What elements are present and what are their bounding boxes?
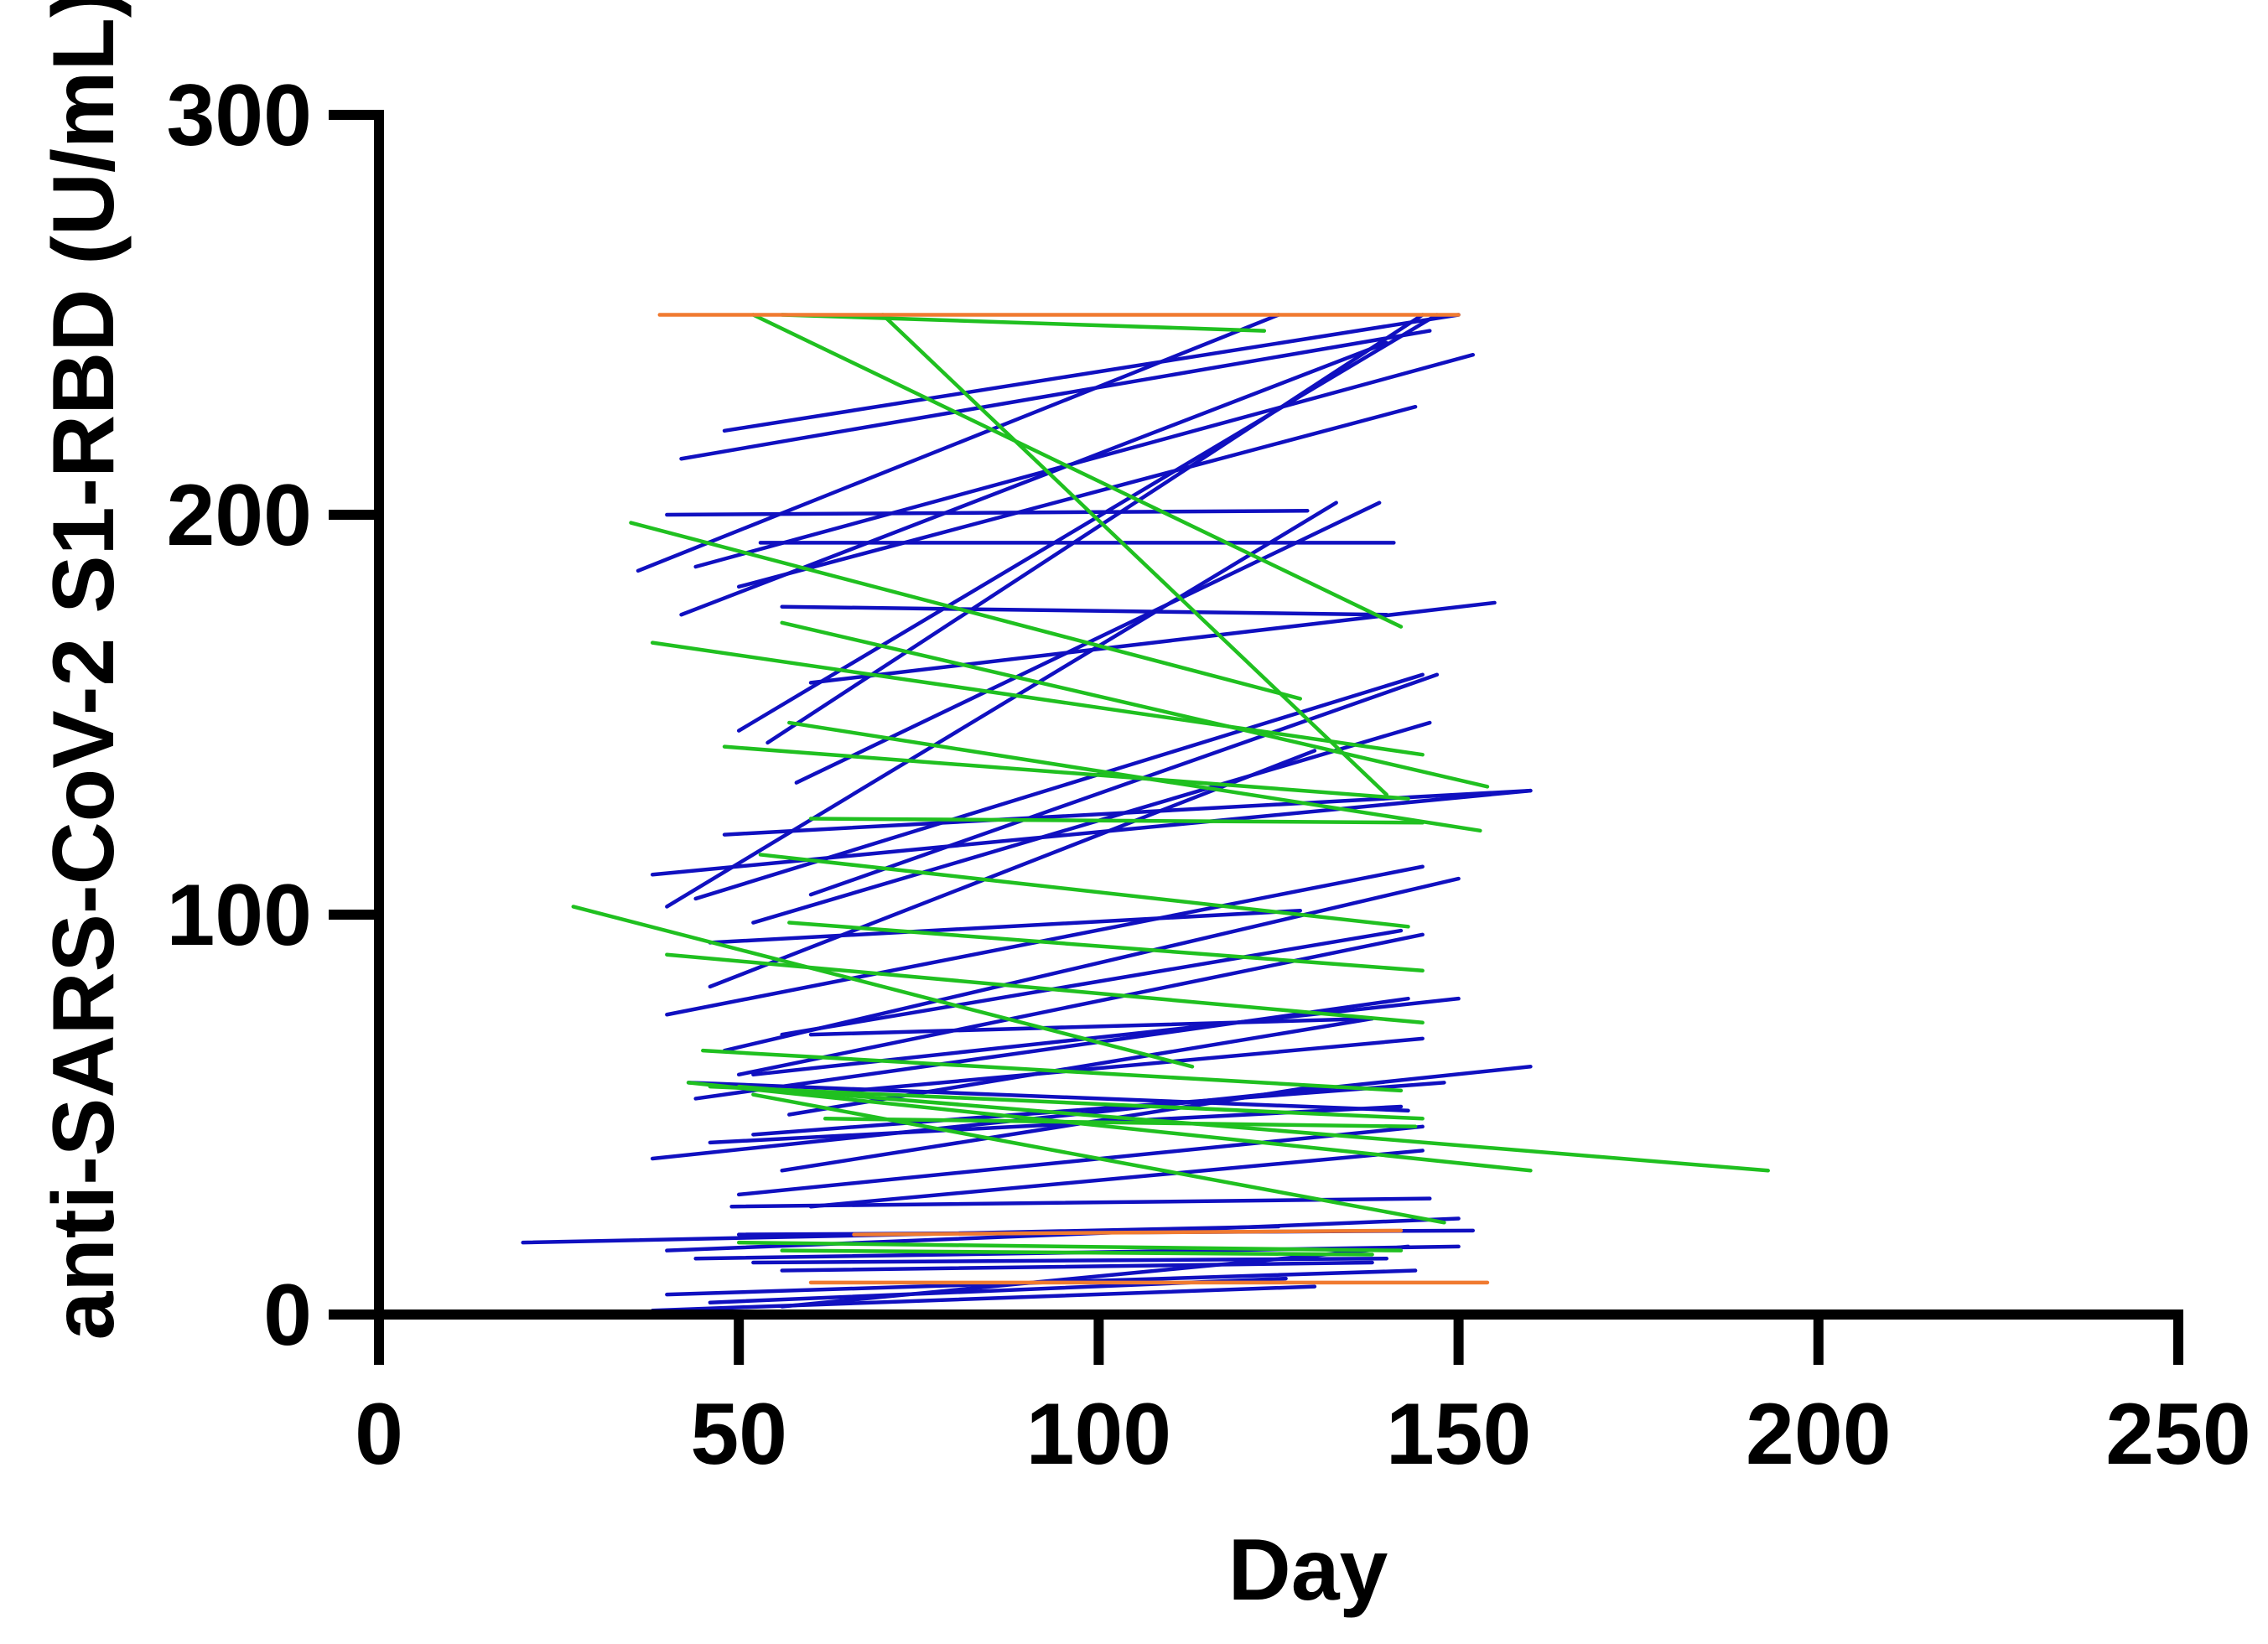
series-blue-line-22 [780, 928, 1404, 1037]
series-green-line-18 [823, 1117, 1418, 1129]
x-tick-label: 150 [1386, 1386, 1532, 1483]
x-tick-label: 100 [1026, 1386, 1172, 1483]
series-green-line-11 [787, 921, 1425, 973]
series-green-line-1 [880, 313, 1389, 797]
series-green-line-4 [650, 640, 1425, 757]
x-tick-label: 0 [355, 1386, 403, 1483]
series-green-line-7 [722, 744, 1410, 801]
series-blue-line-31 [808, 1149, 1425, 1209]
series-blue-line-16 [751, 720, 1432, 925]
series-blue-line-44 [708, 908, 1303, 945]
series-blue-line-9 [736, 313, 1440, 733]
series-green-line-9 [758, 853, 1410, 929]
series-blue-line-0 [636, 313, 1281, 573]
series-blue-line-45 [686, 1081, 1410, 1112]
series-blue-line-13 [665, 500, 1338, 909]
series-blue-line-28 [650, 1065, 1533, 1161]
series-blue-line-30 [736, 1124, 1425, 1197]
series-blue-line-15 [693, 672, 1425, 901]
series-blue-line-8 [780, 604, 1389, 617]
series-green-line-19 [736, 1240, 1404, 1252]
series-green-line-8 [808, 817, 1425, 825]
x-tick-label: 50 [690, 1386, 787, 1483]
x-axis-label: Day [1228, 1522, 1388, 1619]
x-tick-label: 250 [2105, 1386, 2251, 1483]
y-tick-label: 200 [166, 467, 312, 564]
series-blue-line-5 [693, 352, 1476, 569]
series-green-line-2 [751, 313, 1404, 629]
series-blue-line-37 [780, 1260, 1374, 1273]
series-blue-line-3 [665, 508, 1310, 517]
series-green-line-16 [708, 1084, 1425, 1121]
series-blue-line-6 [736, 404, 1418, 589]
series-blue-line-46 [808, 1016, 1374, 1037]
y-axis-label: anti-SARS-CoV-2 S1-RBD (U/mL) [35, 0, 132, 1341]
series-green-line-10 [571, 905, 1195, 1069]
series-blue-line-2 [679, 329, 1432, 461]
y-tick-label: 300 [166, 67, 312, 164]
x-tick-label: 200 [1746, 1386, 1892, 1483]
series-green-line-13 [701, 1048, 1404, 1093]
series-green-line-12 [665, 952, 1425, 1025]
series-blue-line-25 [808, 1036, 1425, 1097]
y-tick-label: 100 [166, 867, 312, 964]
series-blue-line-40 [650, 1284, 1317, 1313]
y-axis-ticks: 0 100 200 300 [166, 67, 379, 1364]
series-blue-line-29 [780, 1084, 1317, 1173]
x-axis-ticks: 0 50 100 150 200 250 [355, 1315, 2251, 1483]
series-green-line-15 [736, 1084, 1770, 1173]
series-blue-line-23 [736, 932, 1425, 1077]
data-lines [521, 313, 1770, 1317]
series-blue-line-18 [808, 672, 1440, 897]
series-blue-line-1 [722, 313, 1461, 433]
series-blue-line-26 [751, 1081, 1446, 1137]
series-green-line-3 [629, 521, 1303, 701]
series-blue-line-11 [766, 313, 1425, 745]
series-green-line-0 [780, 313, 1267, 333]
axes [374, 110, 2183, 1320]
series-orange-line-3 [852, 1228, 1404, 1237]
series-blue-line-41 [780, 1244, 1410, 1309]
series-green-line-17 [751, 1092, 1446, 1225]
y-tick-label: 0 [263, 1267, 312, 1364]
series-green-line-5 [780, 620, 1490, 789]
series-green-line-14 [686, 1081, 1533, 1173]
series-green-line-20 [780, 1248, 1374, 1257]
